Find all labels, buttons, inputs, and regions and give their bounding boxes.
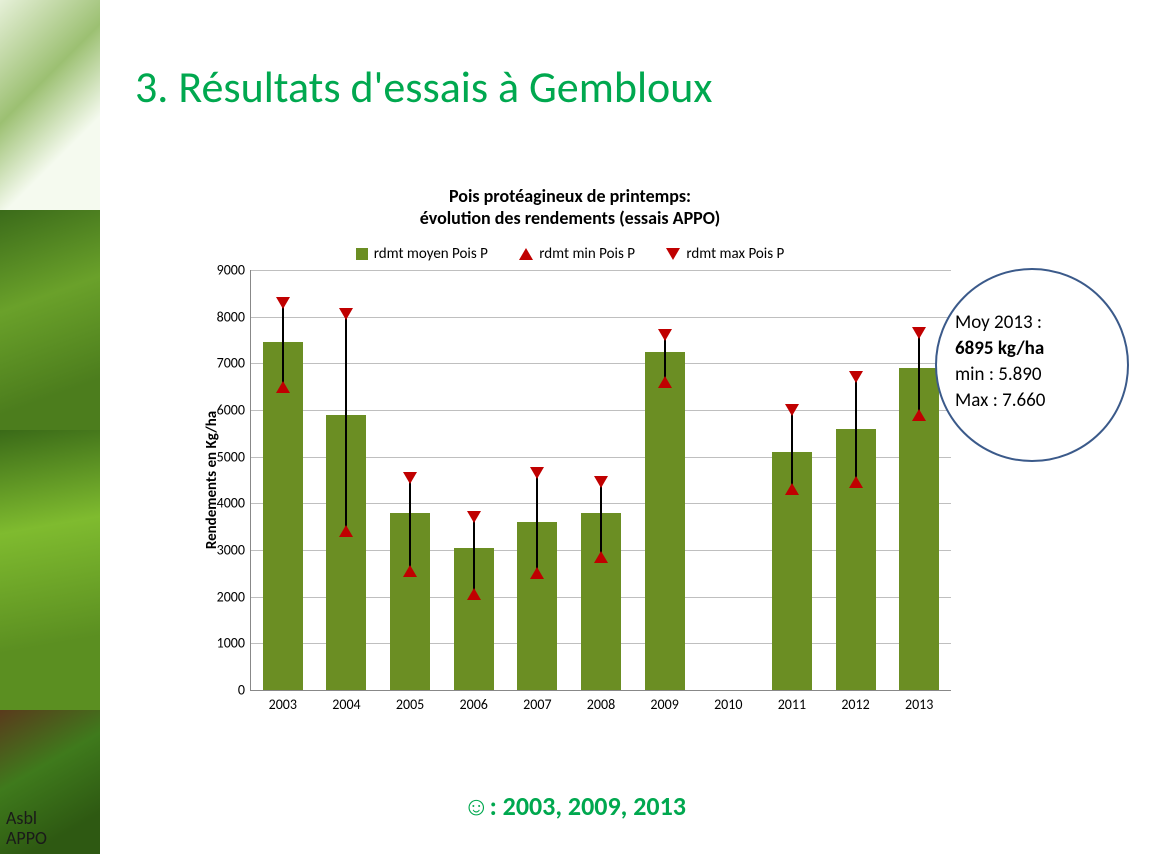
min-marker-icon: [276, 381, 290, 393]
gridline: [251, 410, 951, 411]
error-line: [600, 482, 602, 557]
y-tick-label: 5000: [185, 448, 245, 465]
error-line: [282, 303, 284, 387]
chart-plot-area: Rendements en Kg/ha 01000200030004000500…: [250, 270, 951, 691]
triangle-up-icon: [519, 248, 533, 260]
triangle-down-icon: [666, 248, 680, 260]
y-tick-label: 9000: [185, 262, 245, 279]
y-tick-label: 0: [185, 682, 245, 699]
bar: [263, 342, 303, 690]
footer-text: : 2003, 2009, 2013: [490, 790, 686, 822]
callout-text: Moy 2013 : 6895 kg/ha min : 5.890 Max : …: [955, 310, 1045, 414]
x-tick-label: 2013: [889, 696, 949, 713]
x-tick-label: 2011: [762, 696, 822, 713]
max-marker-icon: [530, 467, 544, 479]
y-tick-label: 3000: [185, 542, 245, 559]
callout-line4: Max : 7.660: [955, 389, 1045, 412]
min-marker-icon: [594, 551, 608, 563]
min-marker-icon: [467, 588, 481, 600]
y-tick-label: 8000: [185, 308, 245, 325]
y-tick-label: 7000: [185, 355, 245, 372]
max-marker-icon: [467, 511, 481, 523]
min-marker-icon: [658, 376, 672, 388]
chart-title: Pois protéagineux de printemps: évolutio…: [180, 185, 960, 229]
sidebar-photo-3: [0, 430, 100, 710]
x-tick-label: 2007: [507, 696, 567, 713]
gridline: [251, 363, 951, 364]
y-tick-label: 4000: [185, 495, 245, 512]
min-marker-icon: [530, 567, 544, 579]
legend-label-mean: rdmt moyen Pois P: [374, 245, 488, 263]
max-marker-icon: [658, 329, 672, 341]
x-tick-label: 2006: [444, 696, 504, 713]
photo-sidebar: Asbl APPO: [0, 0, 100, 854]
max-marker-icon: [785, 404, 799, 416]
legend-label-min: rdmt min Pois P: [539, 245, 635, 263]
callout-line2: 6895 kg/ha: [955, 337, 1044, 360]
min-marker-icon: [403, 565, 417, 577]
legend-label-max: rdmt max Pois P: [686, 245, 784, 263]
y-tick-label: 1000: [185, 635, 245, 652]
error-line: [536, 473, 538, 573]
error-line: [855, 377, 857, 482]
max-marker-icon: [403, 472, 417, 484]
max-marker-icon: [849, 371, 863, 383]
gridline: [251, 270, 951, 271]
x-tick-label: 2012: [826, 696, 886, 713]
y-tick-label: 6000: [185, 402, 245, 419]
callout-line3: min : 5.890: [955, 363, 1042, 386]
sidebar-photo-1: [0, 0, 100, 210]
max-marker-icon: [339, 308, 353, 320]
legend-item-mean: rdmt moyen Pois P: [356, 245, 488, 263]
y-tick-label: 2000: [185, 588, 245, 605]
error-line: [473, 517, 475, 594]
max-marker-icon: [276, 297, 290, 309]
legend-item-max: rdmt max Pois P: [666, 245, 784, 263]
x-tick-label: 2009: [635, 696, 695, 713]
chart-legend: rdmt moyen Pois P rdmt min Pois P rdmt m…: [180, 245, 960, 263]
square-icon: [356, 248, 368, 260]
error-line: [345, 314, 347, 531]
gridline: [251, 317, 951, 318]
sidebar-photo-4: Asbl APPO: [0, 710, 100, 854]
bar: [645, 352, 685, 690]
y-axis-label: Rendements en Kg/ha: [203, 411, 221, 549]
smile-icon: ☺: [463, 790, 490, 822]
min-marker-icon: [339, 525, 353, 537]
legend-item-min: rdmt min Pois P: [519, 245, 635, 263]
min-marker-icon: [912, 409, 926, 421]
min-marker-icon: [849, 476, 863, 488]
chart-container: Pois protéagineux de printemps: évolutio…: [180, 185, 960, 745]
x-tick-label: 2008: [571, 696, 631, 713]
page-title: 3. Résultats d'essais à Gembloux: [135, 60, 712, 114]
x-tick-label: 2003: [253, 696, 313, 713]
x-tick-label: 2010: [698, 696, 758, 713]
error-line: [409, 478, 411, 571]
max-marker-icon: [594, 476, 608, 488]
max-marker-icon: [912, 327, 926, 339]
error-line: [918, 333, 920, 416]
callout-line1: Moy 2013 :: [955, 311, 1042, 334]
result-callout-circle: Moy 2013 : 6895 kg/ha min : 5.890 Max : …: [935, 268, 1129, 462]
error-line: [791, 410, 793, 489]
chart-title-line1: Pois protéagineux de printemps:: [449, 185, 691, 207]
error-line: [664, 335, 666, 382]
min-marker-icon: [785, 483, 799, 495]
chart-title-line2: évolution des rendements (essais APPO): [420, 207, 720, 229]
x-tick-label: 2005: [380, 696, 440, 713]
asbl-line2: APPO: [6, 827, 47, 849]
sidebar-photo-2: [0, 210, 100, 430]
footer-highlight: ☺: 2003, 2009, 2013: [0, 790, 1149, 822]
x-tick-label: 2004: [316, 696, 376, 713]
